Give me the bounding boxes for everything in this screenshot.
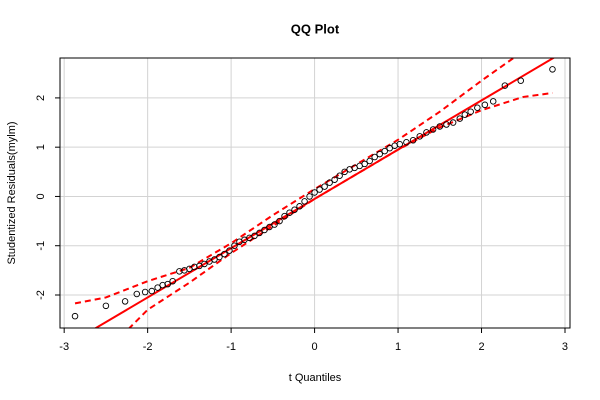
point — [276, 217, 283, 225]
point — [296, 203, 303, 210]
point — [201, 260, 208, 268]
y-tick-label: 1 — [35, 144, 47, 150]
point — [336, 172, 343, 180]
point — [164, 280, 171, 288]
point — [449, 119, 457, 126]
y-tick-label: -1 — [35, 241, 47, 251]
point — [403, 139, 410, 146]
x-tick-label: 3 — [562, 341, 568, 353]
point — [71, 312, 79, 320]
point — [121, 298, 129, 305]
y-axis-label: Studentized Residuals(mylm) — [6, 121, 18, 264]
envelope-lower — [128, 91, 553, 328]
point — [291, 206, 298, 214]
point — [376, 150, 383, 158]
point — [474, 104, 481, 112]
point — [381, 147, 388, 155]
point — [216, 253, 223, 261]
point — [251, 232, 258, 240]
point — [221, 250, 228, 258]
grid — [60, 58, 570, 328]
x-tick-label: 0 — [312, 341, 318, 353]
point — [271, 221, 278, 228]
point — [517, 77, 525, 84]
point — [321, 183, 328, 190]
point — [366, 157, 373, 165]
x-tick-label: -2 — [143, 341, 153, 353]
y-tick-label: 0 — [35, 193, 47, 199]
point — [316, 186, 323, 193]
point — [231, 242, 238, 249]
point — [416, 133, 424, 140]
point — [423, 129, 430, 136]
x-axis-label: t Quantiles — [289, 372, 342, 384]
chart-title: QQ Plot — [291, 21, 340, 36]
point — [341, 168, 348, 176]
y-tick-label: -2 — [35, 290, 47, 300]
point — [481, 101, 489, 109]
point — [361, 160, 368, 168]
x-tick-label: 2 — [478, 341, 484, 353]
point — [281, 212, 288, 220]
point — [286, 209, 293, 216]
point — [154, 284, 161, 291]
point — [461, 111, 469, 118]
point — [211, 256, 218, 263]
point — [226, 247, 233, 254]
point — [429, 126, 437, 133]
point — [169, 277, 176, 285]
point — [191, 263, 198, 271]
point — [306, 193, 313, 200]
point — [141, 288, 149, 296]
point — [456, 115, 464, 122]
envelope-upper — [74, 58, 516, 305]
point — [256, 229, 263, 237]
point — [386, 144, 393, 152]
point — [148, 287, 156, 295]
point — [549, 66, 556, 73]
x-tick-label: -1 — [226, 341, 236, 353]
point — [261, 226, 268, 234]
x-tick-label: 1 — [395, 341, 401, 353]
point — [326, 179, 333, 186]
point — [489, 98, 497, 105]
point — [266, 223, 273, 231]
point — [436, 123, 444, 130]
point — [176, 268, 183, 275]
y-tick-label: 2 — [35, 95, 47, 101]
point — [371, 153, 378, 161]
point — [102, 302, 110, 310]
point — [159, 281, 166, 289]
point — [396, 140, 403, 148]
point — [311, 189, 318, 196]
point — [409, 137, 417, 144]
point — [331, 176, 338, 183]
point — [301, 198, 308, 205]
plot-area — [71, 58, 556, 328]
point — [467, 108, 474, 115]
reference-line — [93, 58, 556, 328]
point — [443, 121, 450, 128]
point — [133, 290, 141, 298]
x-tick-label: -3 — [59, 341, 69, 353]
point — [501, 82, 509, 89]
